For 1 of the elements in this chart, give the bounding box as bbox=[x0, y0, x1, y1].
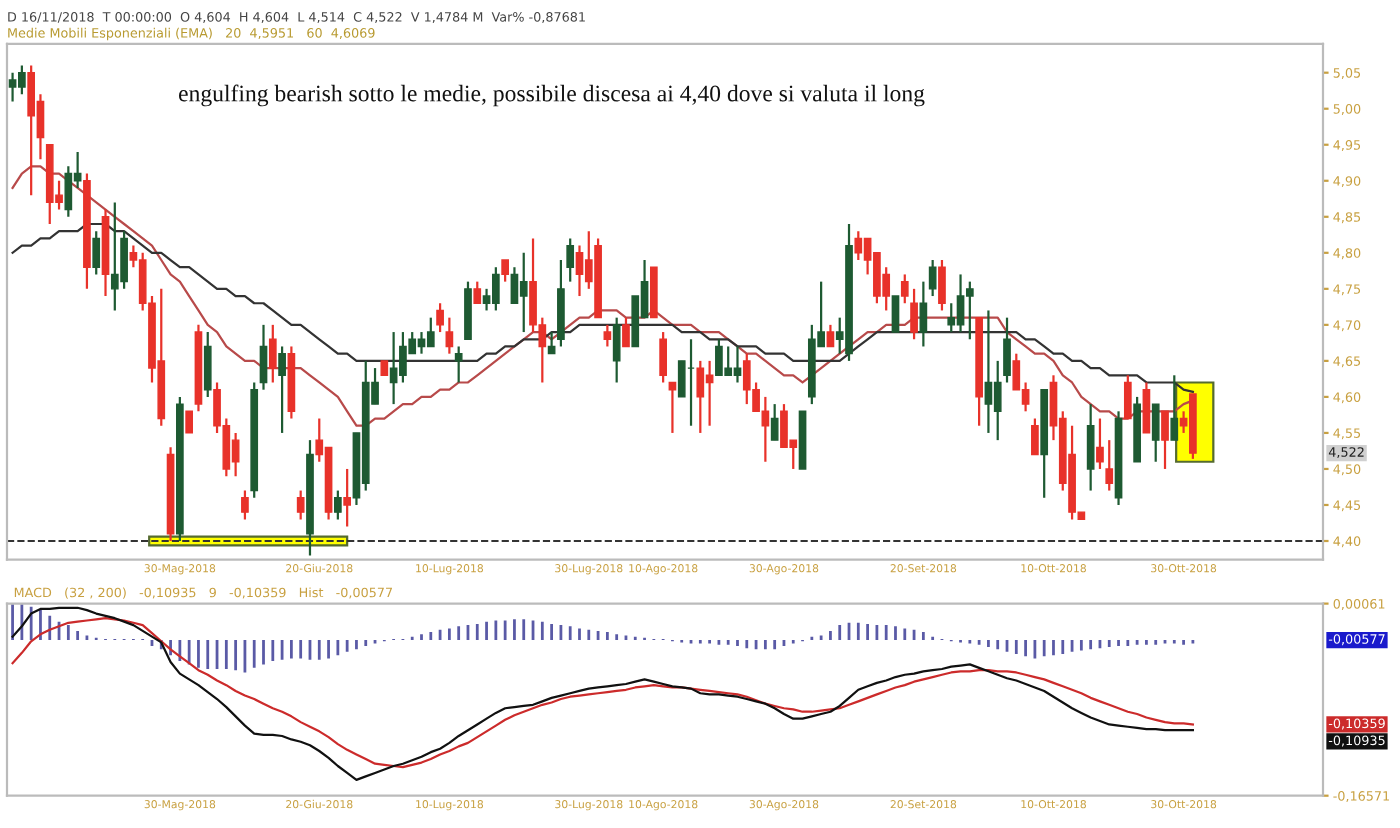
text: engulfing bearish sotto le medie, possibile discesa ai 4,40 dove si valuta il long bbox=[179, 84, 925, 107]
